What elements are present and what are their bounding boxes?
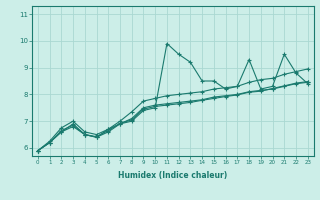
X-axis label: Humidex (Indice chaleur): Humidex (Indice chaleur) (118, 171, 228, 180)
